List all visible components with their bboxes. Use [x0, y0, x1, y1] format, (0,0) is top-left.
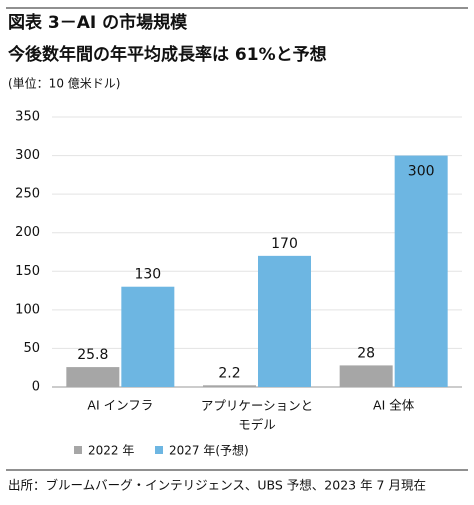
value-label: 300: [408, 164, 435, 180]
chart-subtitle: 今後数年間の年平均成長率は 61%と予想: [8, 44, 327, 65]
value-label: 170: [271, 236, 298, 252]
y-tick-label: 250: [15, 187, 40, 202]
y-tick-label: 350: [15, 110, 40, 125]
x-tick-label: AI インフラ: [87, 398, 153, 413]
y-tick-label: 0: [32, 380, 40, 395]
y-tick-label: 200: [15, 225, 40, 240]
bar: [258, 255, 311, 387]
unit-label: (単位：10 億米ドル): [8, 76, 120, 91]
chart-title: 図表 3－AI の市場規模: [8, 12, 188, 33]
legend-swatch: [74, 446, 82, 454]
value-label: 28: [357, 345, 375, 361]
y-tick-label: 150: [15, 264, 40, 279]
legend-label: 2027 年(予想): [169, 443, 249, 458]
x-tick-label: アプリケーションとモデル: [201, 398, 313, 432]
source: 出所：ブルームバーグ・インテリジェンス、UBS 予想、2023 年 7 月現在: [8, 478, 426, 493]
legend-label: 2022 年: [88, 444, 134, 458]
bar: [203, 385, 256, 387]
y-tick-label: 300: [15, 148, 40, 163]
bar: [339, 365, 393, 387]
y-tick-label: 50: [23, 341, 40, 356]
bar: [121, 286, 175, 387]
value-label: 130: [134, 267, 161, 283]
legend-swatch: [155, 446, 163, 454]
x-tick-label: AI 全体: [373, 398, 415, 413]
y-tick-label: 100: [15, 302, 40, 317]
bar: [66, 367, 120, 387]
value-label: 25.8: [77, 347, 108, 363]
bar: [394, 155, 448, 387]
value-label: 2.2: [218, 365, 240, 381]
